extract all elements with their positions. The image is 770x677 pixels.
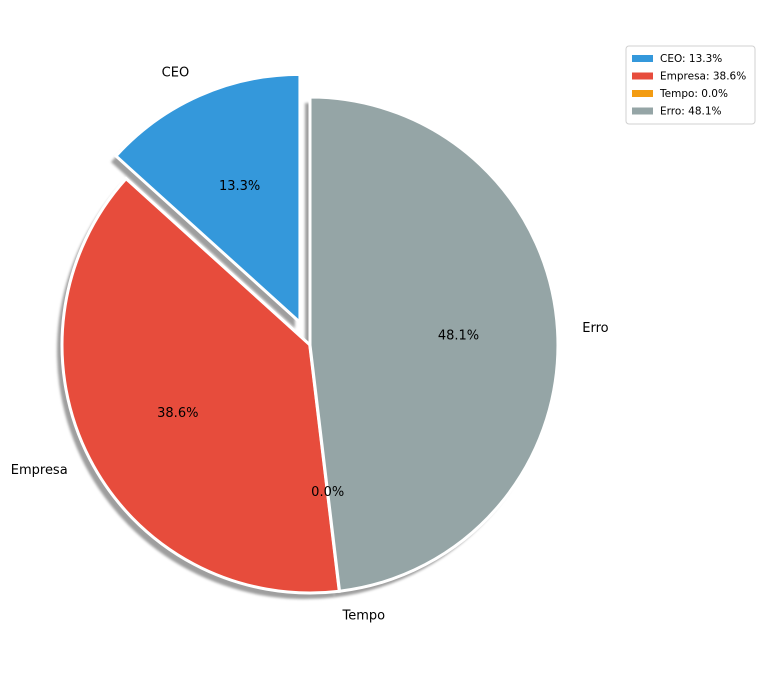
legend-box <box>625 45 756 125</box>
slice-label-erro: Erro <box>582 321 608 336</box>
legend-entry-tempo: Tempo: 0.0% <box>659 88 728 100</box>
legend-entry-erro: Erro: 48.1% <box>660 106 722 118</box>
legend-swatch-empresa <box>632 72 653 80</box>
slice-label-ceo: CEO <box>162 66 190 81</box>
legend: CEO: 13.3% Empresa: 38.6% Tempo: 0.0% Erro:… <box>625 45 756 125</box>
slice-erro <box>308 95 560 593</box>
legend-entry-ceo: CEO: 13.3% <box>660 53 722 65</box>
legend-swatch-ceo <box>632 55 653 62</box>
pie-wedge-layer <box>60 72 560 595</box>
slice-pct-tempo: 0.0% <box>311 485 344 500</box>
legend-swatch-erro <box>632 107 653 115</box>
legend-swatch-tempo <box>632 90 653 97</box>
slice-pct-ceo: 13.3% <box>219 179 260 194</box>
legend-entry-empresa: Empresa: 38.6% <box>660 71 746 83</box>
slice-empresa <box>60 176 342 595</box>
slice-label-empresa: Empresa <box>11 463 68 478</box>
slice-label-tempo: Tempo <box>342 608 386 623</box>
slice-pct-erro: 48.1% <box>438 329 479 344</box>
pie-text-layer: CEO 13.3% Empresa 38.6% Tempo 0.0% Erro 48.1% <box>11 66 609 624</box>
slice-pct-empresa: 38.6% <box>157 406 198 421</box>
slice-ceo <box>113 72 302 326</box>
